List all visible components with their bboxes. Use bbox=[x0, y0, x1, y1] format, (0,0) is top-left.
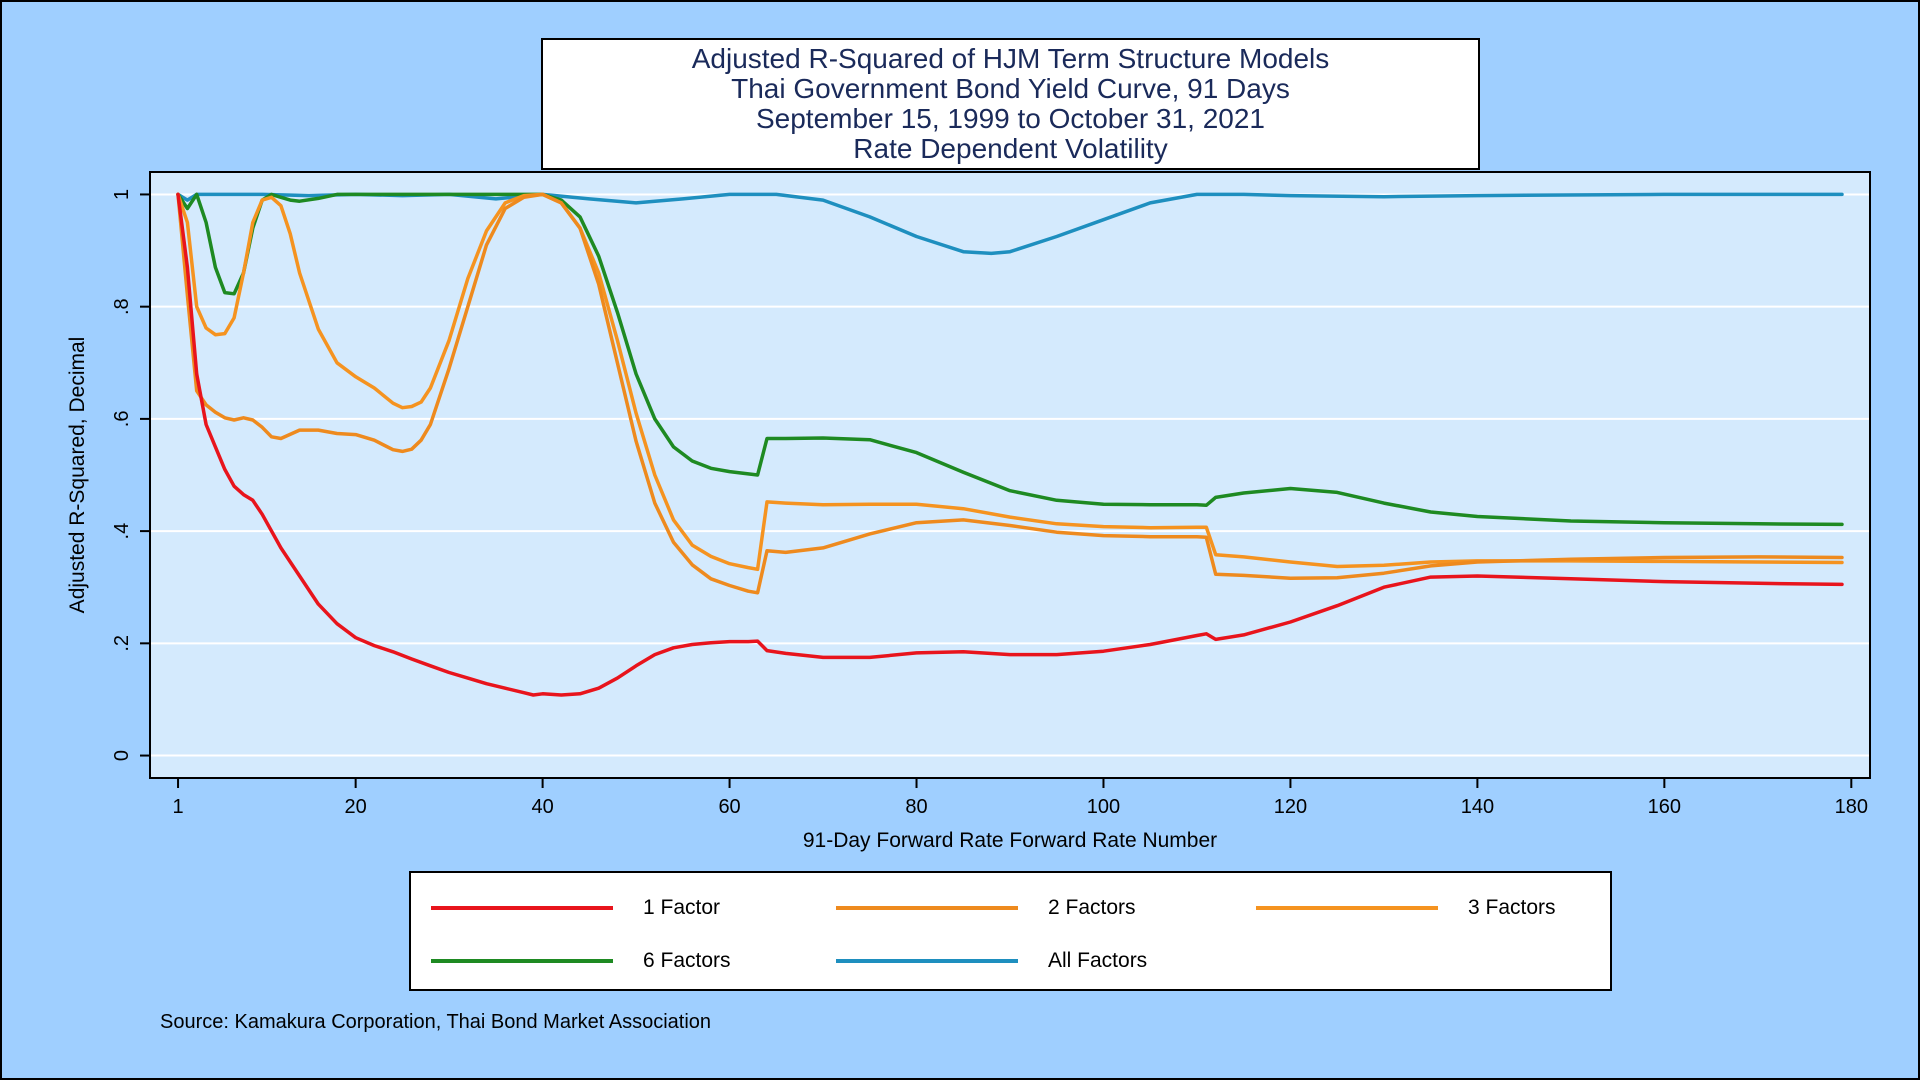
legend-label: 6 Factors bbox=[643, 949, 731, 972]
x-tick-label: 120 bbox=[1274, 796, 1307, 818]
series-line-3-factors bbox=[176, 192, 1844, 572]
chart-title-line-2: Thai Government Bond Yield Curve, 91 Day… bbox=[731, 73, 1290, 104]
legend-label: 1 Factor bbox=[643, 896, 721, 919]
legend-swatch bbox=[431, 959, 613, 963]
axes-layer: 0.2.4.6.811 20 40 60 80 100 120 140 160 180 bbox=[111, 189, 1868, 818]
x-tick-label: 40 bbox=[531, 796, 553, 818]
chart-title-line-4: Rate Dependent Volatility bbox=[853, 133, 1168, 164]
legend: 1 Factor 2 Factors 3 Factors 6 Factors A… bbox=[409, 871, 1612, 991]
y-tick-label: 1 bbox=[111, 189, 133, 200]
y-tick-label: .8 bbox=[111, 298, 133, 315]
chart-title-line-3: September 15, 1999 to October 31, 2021 bbox=[755, 103, 1266, 134]
x-tick-label: 20 bbox=[345, 796, 367, 818]
series-line-1-factor bbox=[176, 192, 1844, 697]
x-tick-label: 140 bbox=[1461, 796, 1494, 818]
x-tick-label: 1 bbox=[172, 796, 183, 818]
series-layer bbox=[176, 192, 1844, 697]
legend-swatch bbox=[836, 906, 1018, 910]
legend-item-6-factors: 6 Factors bbox=[431, 946, 731, 976]
y-tick-label: .2 bbox=[111, 635, 133, 652]
y-tick-label: .4 bbox=[111, 523, 133, 540]
legend-item-2-factors: 2 Factors bbox=[836, 893, 1136, 923]
legend-swatch bbox=[431, 906, 613, 910]
x-tick-label: 100 bbox=[1087, 796, 1120, 818]
legend-item-3-factors: 3 Factors bbox=[1256, 893, 1556, 923]
x-tick-label: 180 bbox=[1835, 796, 1868, 818]
legend-label: 3 Factors bbox=[1468, 896, 1556, 919]
y-axis-title: Adjusted R-Squared, Decimal bbox=[66, 337, 89, 614]
source-note: Source: Kamakura Corporation, Thai Bond … bbox=[160, 1011, 712, 1033]
legend-item-all-factors: All Factors bbox=[836, 946, 1147, 976]
y-tick-label: .6 bbox=[111, 411, 133, 428]
chart-title-box: Adjusted R-Squared of HJM Term Structure… bbox=[541, 38, 1480, 170]
x-tick-label: 60 bbox=[718, 796, 740, 818]
series-line-2-factors bbox=[176, 192, 1844, 595]
chart-title-line-1: Adjusted R-Squared of HJM Term Structure… bbox=[691, 43, 1330, 74]
legend-swatch bbox=[836, 959, 1018, 963]
x-axis-title: 91-Day Forward Rate Forward Rate Number bbox=[803, 829, 1217, 852]
legend-item-1-factor: 1 Factor bbox=[431, 893, 720, 923]
legend-label: 2 Factors bbox=[1048, 896, 1136, 919]
x-tick-label: 160 bbox=[1648, 796, 1681, 818]
x-tick-label: 80 bbox=[905, 796, 927, 818]
legend-label: All Factors bbox=[1048, 949, 1148, 972]
plot-area bbox=[149, 171, 1871, 779]
legend-swatch bbox=[1256, 906, 1438, 910]
y-tick-label: 0 bbox=[111, 750, 133, 761]
